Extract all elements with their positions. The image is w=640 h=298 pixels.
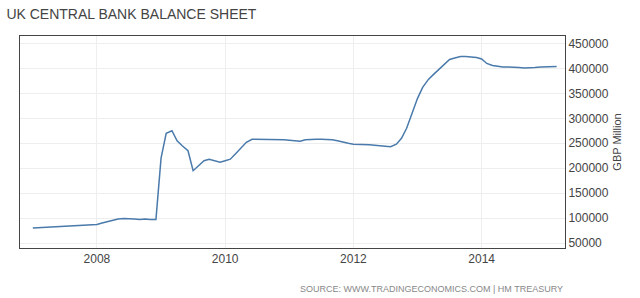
svg-text:150000: 150000 (568, 186, 608, 200)
svg-text:200000: 200000 (568, 161, 608, 175)
svg-text:250000: 250000 (568, 136, 608, 150)
svg-text:GBP Million: GBP Million (611, 113, 623, 170)
svg-text:100000: 100000 (568, 211, 608, 225)
svg-text:350000: 350000 (568, 87, 608, 101)
svg-text:300000: 300000 (568, 112, 608, 126)
svg-text:2010: 2010 (212, 252, 239, 266)
svg-text:UK CENTRAL BANK BALANCE SHEET: UK CENTRAL BANK BALANCE SHEET (6, 6, 256, 22)
svg-text:2012: 2012 (340, 252, 367, 266)
svg-text:400000: 400000 (568, 62, 608, 76)
svg-text:2014: 2014 (468, 252, 495, 266)
svg-text:SOURCE: WWW.TRADINGECONOMICS.C: SOURCE: WWW.TRADINGECONOMICS.COM | HM TR… (300, 284, 563, 294)
svg-text:50000: 50000 (568, 236, 602, 250)
svg-text:450000: 450000 (568, 37, 608, 51)
svg-text:2008: 2008 (84, 252, 111, 266)
